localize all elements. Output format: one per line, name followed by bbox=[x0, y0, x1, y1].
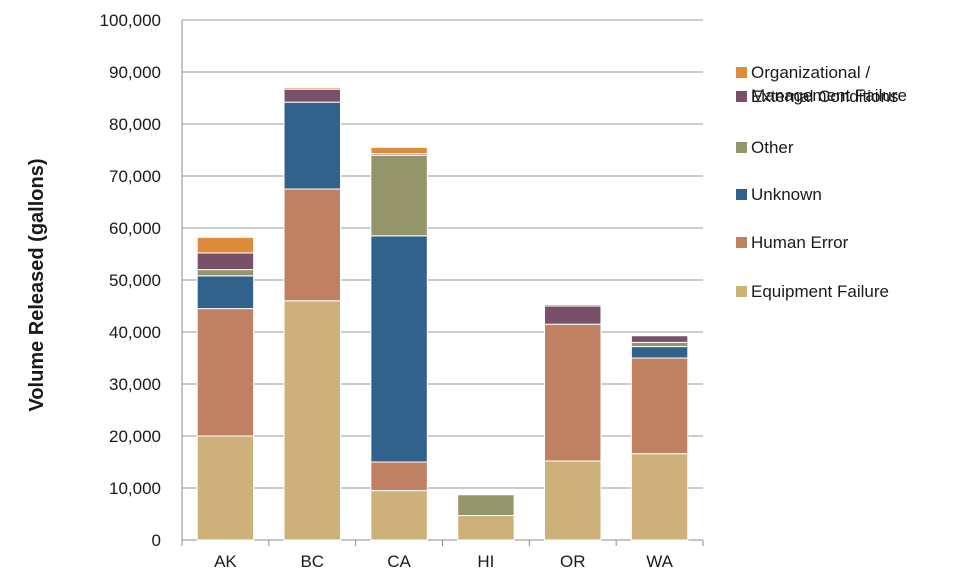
y-tick-label: 70,000 bbox=[109, 167, 161, 186]
bar-segment bbox=[544, 305, 602, 325]
legend-label: Other bbox=[751, 138, 794, 157]
bar-segment bbox=[283, 88, 341, 103]
x-tick-labels: AK BC CA HI OR WA bbox=[214, 552, 674, 571]
y-tick-labels: 0 10,000 20,000 30,000 40,000 50,000 60,000 70,… bbox=[100, 11, 161, 550]
bar-segment bbox=[457, 515, 515, 541]
y-tick-label: 50,000 bbox=[109, 271, 161, 290]
y-tick-label: 100,000 bbox=[100, 11, 161, 30]
x-tick-label: BC bbox=[300, 552, 324, 571]
y-tick-label: 0 bbox=[152, 531, 161, 550]
bar-segment bbox=[196, 236, 255, 254]
x-tick-label: HI bbox=[477, 552, 494, 571]
bar-segment bbox=[630, 335, 689, 343]
bar-segment bbox=[196, 275, 255, 310]
gridlines bbox=[181, 19, 704, 546]
legend-label: Unknown bbox=[751, 185, 822, 204]
y-tick-label: 20,000 bbox=[109, 427, 161, 446]
x-tick-label: CA bbox=[387, 552, 411, 571]
bar-segment bbox=[283, 101, 341, 190]
y-tick-label: 30,000 bbox=[109, 375, 161, 394]
bar-segment bbox=[457, 494, 515, 517]
bar-segment bbox=[283, 300, 341, 541]
bar-segment bbox=[370, 235, 428, 463]
legend: Organizational / Management FailureExtern… bbox=[736, 63, 907, 301]
bar-segment bbox=[283, 87, 341, 90]
bar-segment bbox=[196, 435, 255, 541]
bar-segment bbox=[630, 453, 689, 541]
legend-swatch bbox=[736, 91, 747, 102]
bar-segment bbox=[196, 308, 255, 437]
legend-label: Organizational / bbox=[751, 63, 870, 82]
y-tick-label: 40,000 bbox=[109, 323, 161, 342]
bar-segment bbox=[630, 341, 689, 348]
bars bbox=[196, 87, 689, 541]
y-axis-title: Volume Released (gallons) bbox=[26, 158, 48, 411]
bar-segment bbox=[544, 303, 602, 307]
bar-segment bbox=[630, 334, 689, 337]
y-tick-label: 90,000 bbox=[109, 63, 161, 82]
bar-segment bbox=[630, 357, 689, 455]
bar-segment bbox=[196, 269, 255, 277]
bar-segment bbox=[370, 146, 428, 155]
bar-segment bbox=[544, 460, 602, 541]
legend-swatch bbox=[736, 189, 747, 200]
y-tick-label: 10,000 bbox=[109, 479, 161, 498]
legend-label: Equipment Failure bbox=[751, 282, 889, 301]
bar-segment bbox=[370, 154, 428, 237]
y-tick-label: 60,000 bbox=[109, 219, 161, 238]
bar-segment bbox=[283, 188, 341, 302]
legend-swatch bbox=[736, 286, 747, 297]
legend-swatch bbox=[736, 237, 747, 248]
x-tick-label: WA bbox=[646, 552, 673, 571]
bar-segment bbox=[370, 490, 428, 541]
bar-segment bbox=[630, 346, 689, 359]
legend-label: Human Error bbox=[751, 233, 849, 252]
bar-segment bbox=[196, 252, 255, 271]
x-tick-label: AK bbox=[214, 552, 237, 571]
legend-label: Management Failure bbox=[751, 86, 907, 105]
legend-swatch bbox=[736, 142, 747, 153]
bar-segment bbox=[370, 461, 428, 492]
legend-swatch bbox=[736, 67, 747, 78]
y-tick-label: 80,000 bbox=[109, 115, 161, 134]
legend-label: External Conditions bbox=[751, 87, 898, 106]
x-tick-label: OR bbox=[560, 552, 586, 571]
bar-segment bbox=[544, 323, 602, 462]
